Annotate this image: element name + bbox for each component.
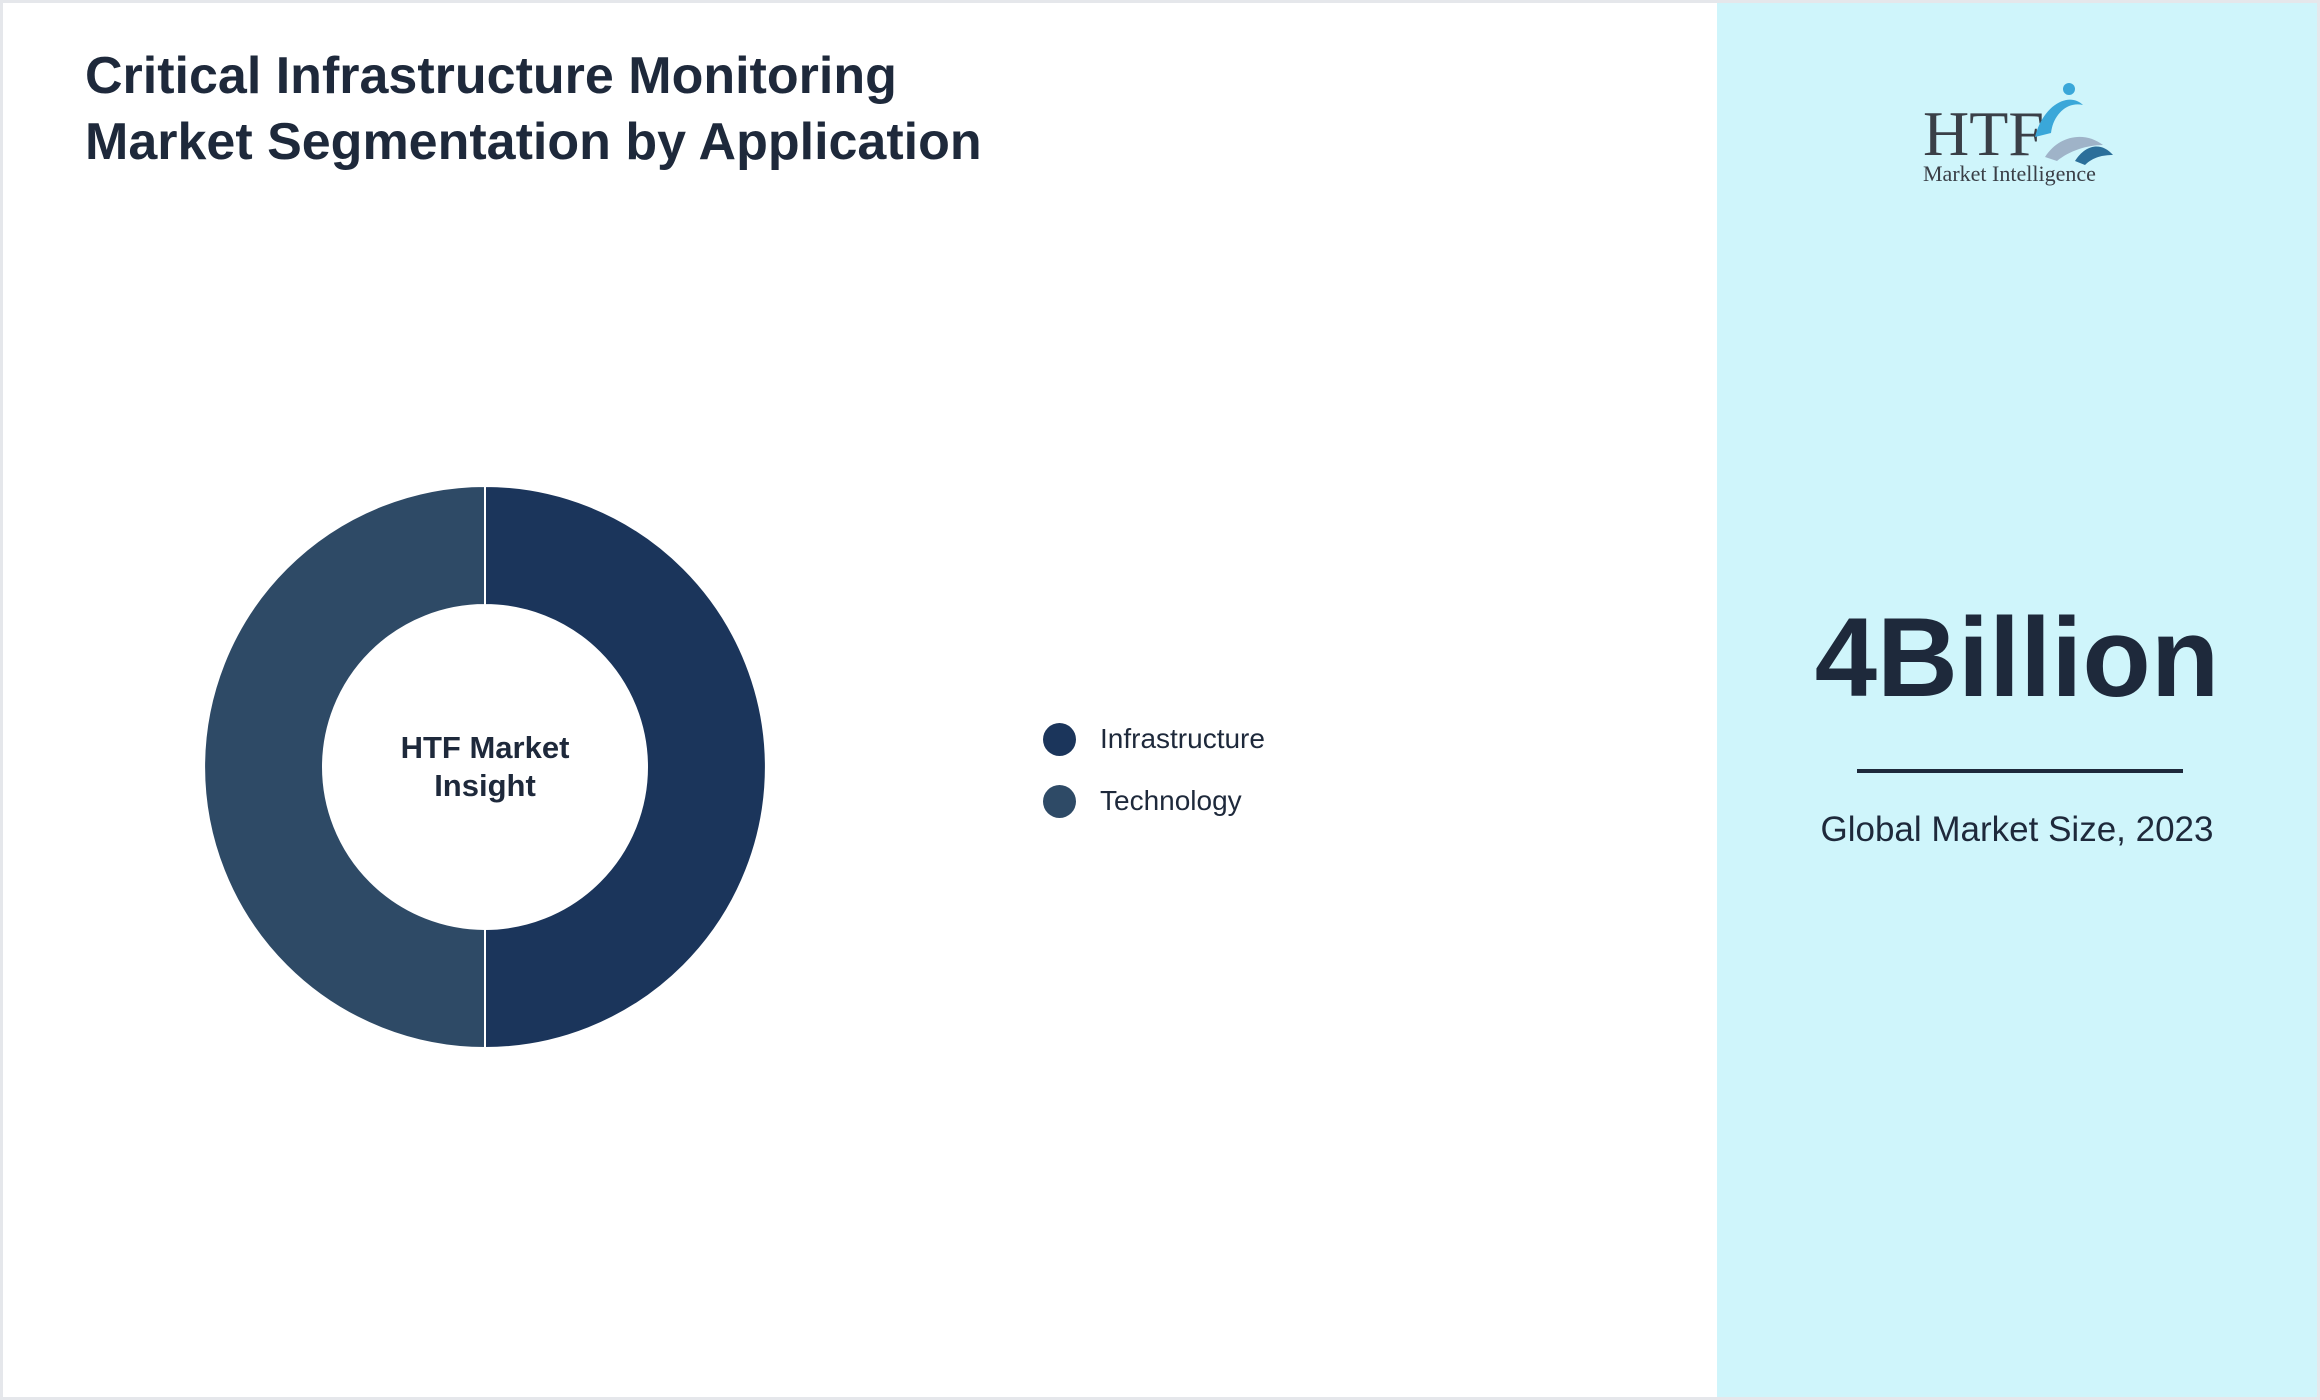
donut-svg [203, 485, 767, 1049]
logo-figure2-icon [2075, 146, 2113, 165]
logo-subtitle: Market Intelligence [1923, 161, 2096, 186]
divider [1857, 769, 2183, 773]
legend-dot-icon [1043, 722, 1076, 756]
logo-figure-icon [2045, 136, 2103, 161]
market-size-caption: Global Market Size, 2023 [1820, 810, 2214, 849]
logo-text: HTF [1923, 98, 2044, 169]
main-panel: Critical Infrastructure Monitoring Marke… [3, 3, 1717, 1397]
logo-dot-icon [2063, 83, 2075, 95]
legend-label: Technology [1100, 785, 1242, 816]
legend-item-technology[interactable]: Technology [1043, 781, 1265, 821]
page-title: Critical Infrastructure Monitoring Marke… [85, 47, 982, 171]
donut-slice-infrastructure[interactable] [484, 485, 767, 1049]
donut-chart: HTF Market Insight [203, 485, 767, 1049]
summary-sidebar: HTF Market Intelligence 4Billion Global … [1717, 3, 2317, 1397]
htf-logo: HTF Market Intelligence [1917, 75, 2117, 193]
market-size-value: 4Billion [1814, 595, 2220, 720]
legend-item-infrastructure[interactable]: Infrastructure [1043, 719, 1265, 759]
legend-dot-icon [1043, 784, 1076, 818]
chart-legend: Infrastructure Technology [1043, 719, 1265, 843]
logo-swoosh-icon [2035, 99, 2083, 137]
donut-slice-technology[interactable] [203, 485, 486, 1049]
legend-label: Infrastructure [1100, 723, 1265, 754]
logo-graphic: HTF Market Intelligence [1923, 83, 2113, 186]
